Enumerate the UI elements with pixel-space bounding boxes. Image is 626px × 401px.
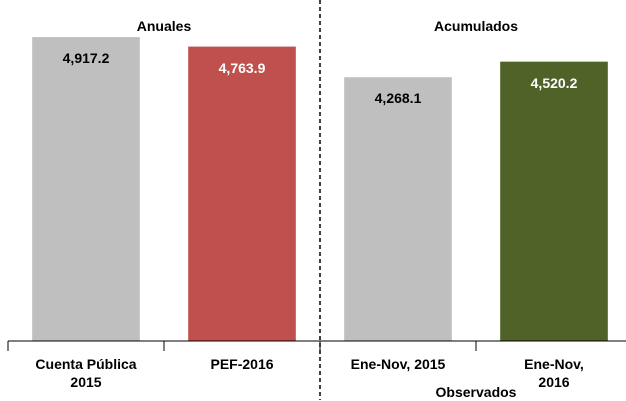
bar	[32, 37, 140, 342]
x-tick-label: Cuenta Pública 2015	[35, 356, 137, 390]
group-label: Observados	[435, 384, 517, 400]
value-label: 4,917.2	[62, 50, 110, 67]
group-label: Anuales	[136, 18, 192, 34]
value-label: 4,520.2	[530, 74, 578, 91]
bar	[188, 46, 296, 342]
x-tick-label: Ene-Nov, 2015	[350, 356, 446, 372]
group-label: Acumulados	[433, 18, 519, 34]
x-tick-label: PEF-2016	[210, 356, 274, 372]
x-tick-label: Ene-Nov, 2016	[524, 356, 584, 390]
bar	[344, 77, 452, 342]
value-label: 4,268.1	[374, 90, 422, 107]
bar	[500, 61, 608, 341]
value-label: 4,763.9	[218, 59, 266, 76]
